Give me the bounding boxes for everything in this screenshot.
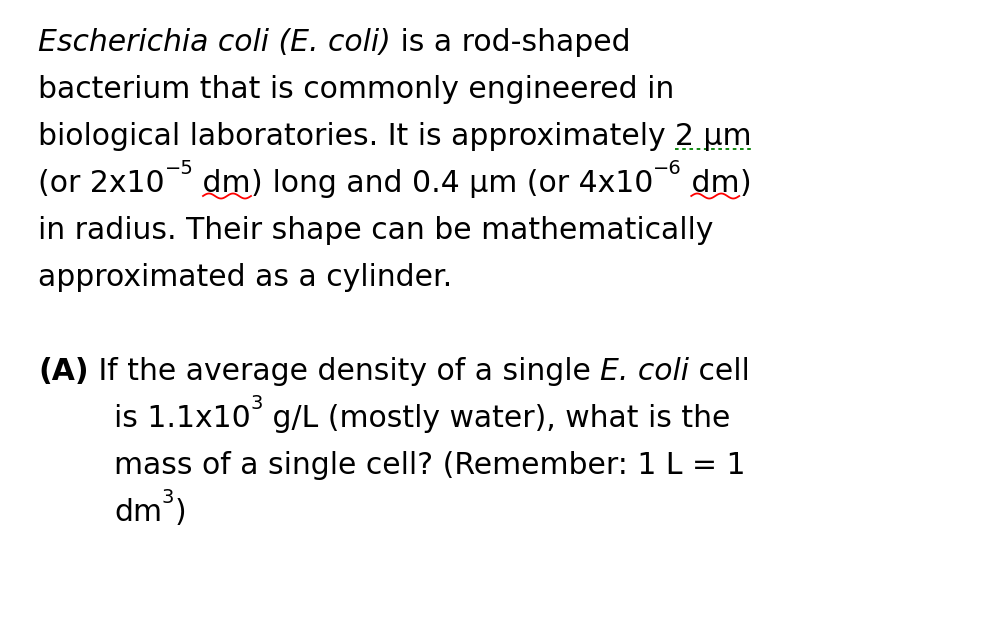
Text: is 1.1x10: is 1.1x10 [114,404,250,433]
Text: ): ) [175,498,186,527]
Text: dm: dm [682,169,740,198]
Text: ): ) [251,169,262,198]
Text: ): ) [740,169,750,198]
Text: (A): (A) [38,357,89,386]
Text: E. coli: E. coli [600,357,689,386]
Text: −6: −6 [653,159,682,178]
Text: g/L (mostly water), what is the: g/L (mostly water), what is the [263,404,731,433]
Text: cell: cell [689,357,749,386]
Text: Escherichia coli (E. coli): Escherichia coli (E. coli) [38,28,391,57]
Text: dm: dm [194,169,251,198]
Text: is a rod-shaped: is a rod-shaped [391,28,631,57]
Text: dm: dm [114,498,162,527]
Text: −5: −5 [165,159,194,178]
Text: If the average density of a single: If the average density of a single [89,357,600,386]
Text: 3: 3 [250,394,263,413]
Text: bacterium that is commonly engineered in: bacterium that is commonly engineered in [38,75,675,104]
Text: approximated as a cylinder.: approximated as a cylinder. [38,263,452,292]
Text: 3: 3 [162,488,175,507]
Text: biological laboratories. It is approximately: biological laboratories. It is approxima… [38,122,675,151]
Text: (or 2x10: (or 2x10 [38,169,165,198]
Text: mass of a single cell? (Remember: 1 L = 1: mass of a single cell? (Remember: 1 L = … [114,451,746,480]
Text: 2 μm: 2 μm [675,122,751,151]
Text: in radius. Their shape can be mathematically: in radius. Their shape can be mathematic… [38,216,714,245]
Text: long and 0.4 μm (or 4x10: long and 0.4 μm (or 4x10 [262,169,653,198]
